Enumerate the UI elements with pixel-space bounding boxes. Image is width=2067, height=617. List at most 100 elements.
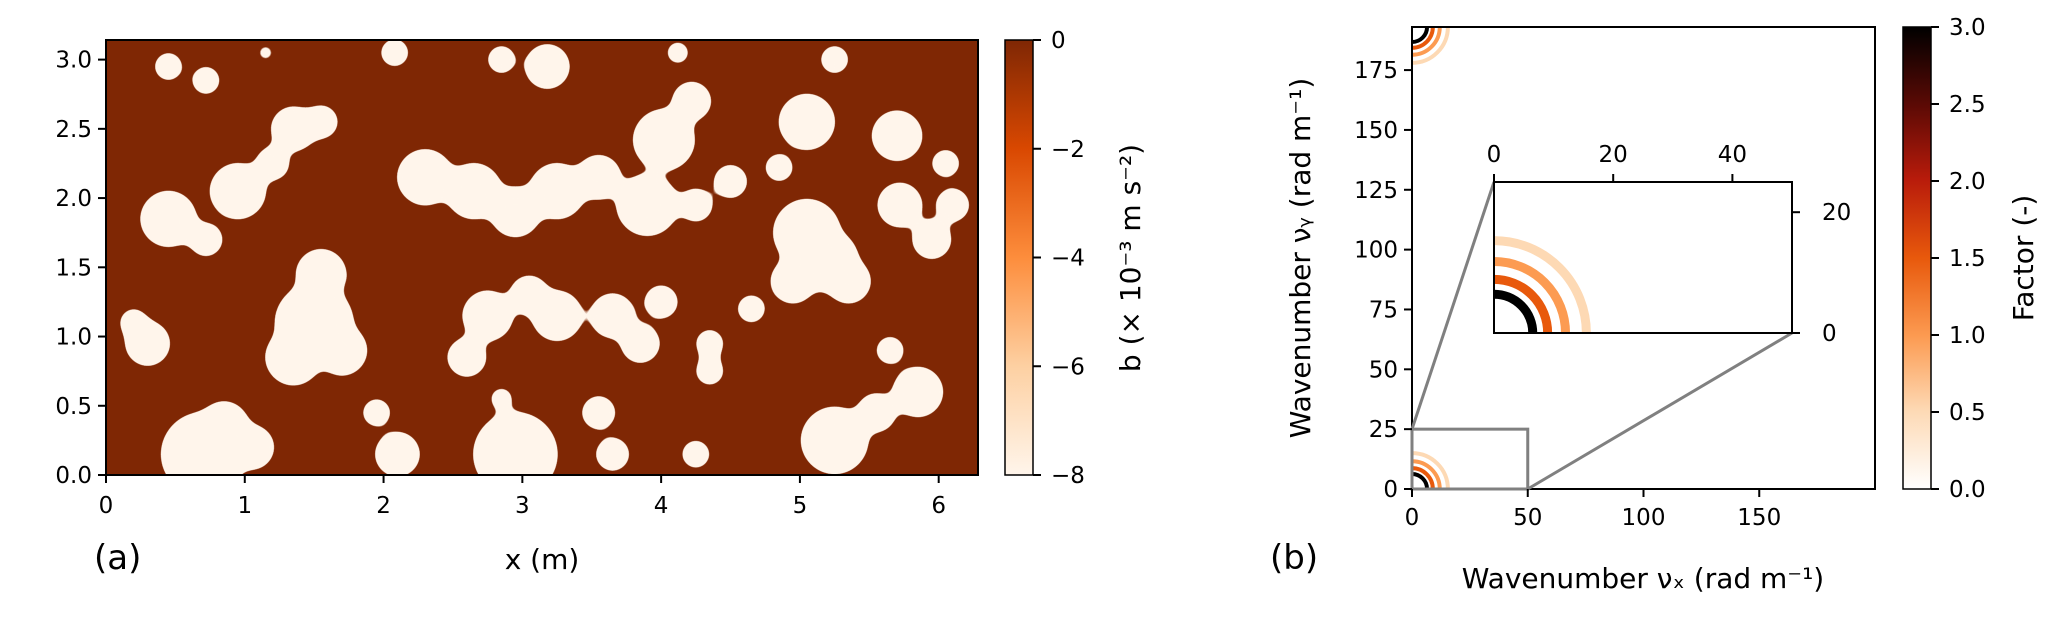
field-blob [119, 308, 148, 337]
inset-x-tick-label: 20 [1599, 142, 1628, 168]
field-blob [362, 398, 391, 427]
field-blob [525, 44, 570, 89]
field-blob [820, 45, 849, 74]
y-tick-label: 0.5 [55, 394, 92, 420]
field-blob [296, 249, 347, 300]
field-blob [397, 149, 453, 206]
field-blob [140, 191, 197, 247]
y-tick-label: 25 [1369, 417, 1398, 443]
x-tick-label: 3 [515, 493, 530, 519]
field-blob [912, 220, 952, 260]
colorbar-tick-label: −2 [1051, 137, 1085, 163]
field-blob [189, 222, 223, 257]
panel-b-colorbar [1902, 26, 1932, 490]
colorbar-tick-label: 1.5 [1949, 246, 1986, 272]
field-blob [509, 275, 549, 315]
field-blob [447, 337, 487, 377]
x-tick-label: 5 [793, 493, 808, 519]
field-blob [666, 41, 689, 64]
field-blob [595, 437, 630, 471]
colorbar-tick-label: −6 [1051, 354, 1085, 380]
inset-y-tick-label: 0 [1822, 321, 1837, 347]
panel-b-x-label: Wavenumber νₓ (rad m⁻¹) [1462, 562, 1824, 595]
field-blob [265, 329, 322, 386]
field-blob [892, 366, 943, 417]
inset-x-axis: 0 20 40 [1487, 142, 1747, 182]
y-tick-label: 0.0 [55, 463, 92, 489]
panel-b: 0 20 40 020 0 50 100 150 0255075100125150175 … [1270, 15, 2040, 595]
field-blob [576, 155, 621, 200]
field-blob [713, 164, 748, 199]
field-blob [257, 44, 274, 62]
panel-a-label: (a) [94, 538, 141, 578]
colorbar-tick-label: 1.0 [1949, 323, 1986, 349]
y-tick-label: 1.0 [55, 325, 92, 351]
field-blob [877, 182, 923, 228]
x-tick-label: 100 [1622, 505, 1666, 531]
panel-b-colorbar-ticks: 3.0 2.5 2.0 1.5 1.0 0.5 0.0 [1931, 15, 1986, 503]
inset-x-tick-label: 0 [1487, 142, 1502, 168]
field-blob [737, 294, 766, 323]
panel-a-colorbar-label: b (× 10⁻³ m s⁻²) [1114, 144, 1147, 372]
panel-a-x-label: x (m) [505, 543, 580, 576]
colorbar-tick-label: 2.5 [1949, 92, 1986, 118]
field-blob [490, 186, 541, 237]
y-tick-label: 2.0 [55, 186, 92, 212]
x-tick-label: 2 [376, 493, 391, 519]
field-blob [375, 432, 420, 475]
colorbar-tick-label: 3.0 [1949, 15, 1986, 41]
field-blob [106, 253, 120, 268]
panel-a-frame [105, 39, 979, 476]
field-blob [357, 275, 369, 287]
field-blob [229, 425, 274, 470]
colorbar-tick-label: 0 [1051, 28, 1066, 54]
field-blob [154, 52, 183, 81]
zoom-region-box [1410, 427, 1530, 491]
y-tick-label: 150 [1354, 118, 1398, 144]
inset-frame [1493, 181, 1793, 334]
x-tick-label: 50 [1513, 505, 1542, 531]
y-tick-label: 1.5 [55, 255, 92, 281]
field-blob [633, 109, 695, 171]
field-blob [695, 357, 724, 386]
field-blob [582, 396, 616, 430]
field-blob [672, 81, 712, 121]
field-blob [316, 325, 367, 376]
panel-b-y-axis: 0 25 50 75 100 125 150 175 [1354, 58, 1412, 503]
field-blob [644, 285, 678, 319]
field-blob [872, 110, 923, 161]
x-tick-label: 4 [654, 493, 669, 519]
panel-b-y-label: Wavenumber νᵧ (rad m⁻¹) [1284, 78, 1317, 438]
y-tick-label: 125 [1354, 178, 1398, 204]
field-blob [779, 94, 835, 150]
panel-a-blob-layer [106, 40, 970, 475]
colorbar-tick-label: −4 [1051, 246, 1085, 272]
inset-y-tick-label: 20 [1822, 200, 1851, 226]
field-blob [487, 45, 516, 74]
field-blob [271, 106, 316, 152]
y-tick-label: 75 [1369, 297, 1398, 323]
panel-a-colorbar-ticks: 0 −2 −4 −6 −8 [1033, 28, 1085, 489]
inset-y-axis: 0 20 [1792, 200, 1851, 347]
zoom-connector-right [1526, 331, 1793, 491]
y-tick-label: 175 [1354, 58, 1398, 84]
field-blob [473, 412, 558, 475]
inset-x-tick-label: 40 [1718, 142, 1747, 168]
colorbar-tick-label: 0.0 [1949, 477, 1986, 503]
field-blob [490, 387, 513, 410]
y-tick-label: 0 [1383, 477, 1398, 503]
field-blob [380, 40, 409, 67]
y-tick-label: 100 [1354, 238, 1398, 264]
field-blob [462, 290, 513, 341]
field-blob [616, 174, 678, 236]
field-blob [695, 329, 724, 358]
x-tick-label: 1 [237, 493, 252, 519]
inset-plot: 0 20 40 0 20 [1487, 142, 1852, 347]
field-blob [210, 163, 266, 219]
field-blob [935, 188, 970, 222]
field-blob [876, 336, 905, 365]
field-blob [620, 324, 660, 363]
x-tick-label: 6 [931, 493, 946, 519]
